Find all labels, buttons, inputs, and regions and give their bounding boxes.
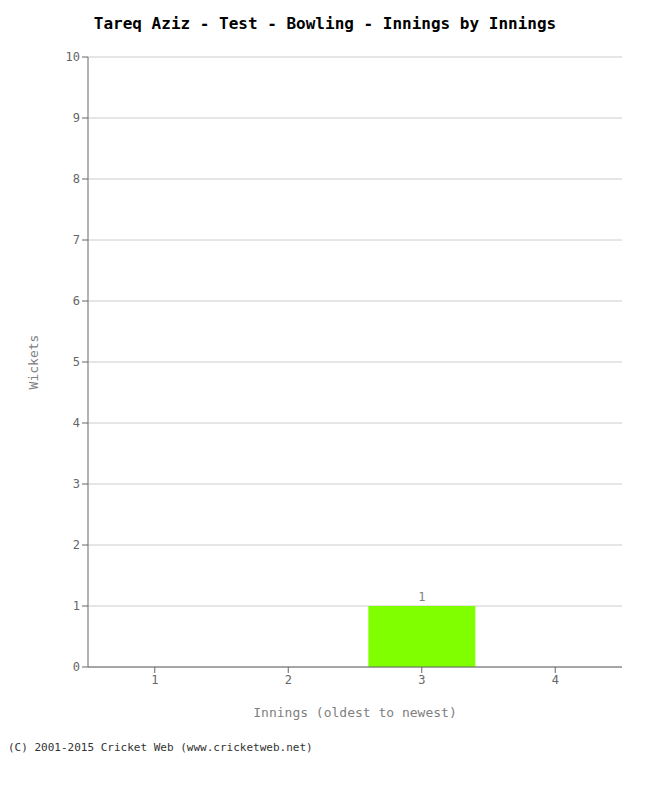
- svg-text:Innings (oldest to newest): Innings (oldest to newest): [253, 705, 457, 720]
- svg-text:8: 8: [73, 172, 80, 186]
- svg-text:3: 3: [418, 673, 425, 687]
- html-text:Tareq Aziz - Test - Bowling -: Tareq Aziz - Test - Bowling - Innings by…: [93, 14, 557, 33]
- svg-text:2: 2: [285, 673, 292, 687]
- svg-text:3: 3: [73, 477, 80, 491]
- svg-text:2: 2: [73, 538, 80, 552]
- svg-text:Wickets: Wickets: [26, 335, 41, 390]
- svg-text:0: 0: [73, 660, 80, 674]
- svg-text:4: 4: [552, 673, 559, 687]
- svg-text:9: 9: [73, 111, 80, 125]
- svg-text:1: 1: [418, 590, 425, 604]
- html-text:(C) 2001-2015 Cricket Web (www: (C) 2001-2015 Cricket Web (www.cricketwe…: [8, 741, 313, 754]
- svg-text:10: 10: [66, 50, 80, 64]
- svg-text:7: 7: [73, 233, 80, 247]
- svg-text:1: 1: [73, 599, 80, 613]
- svg-text:4: 4: [73, 416, 80, 430]
- svg-text:1: 1: [151, 673, 158, 687]
- svg-text:5: 5: [73, 355, 80, 369]
- svg-text:6: 6: [73, 294, 80, 308]
